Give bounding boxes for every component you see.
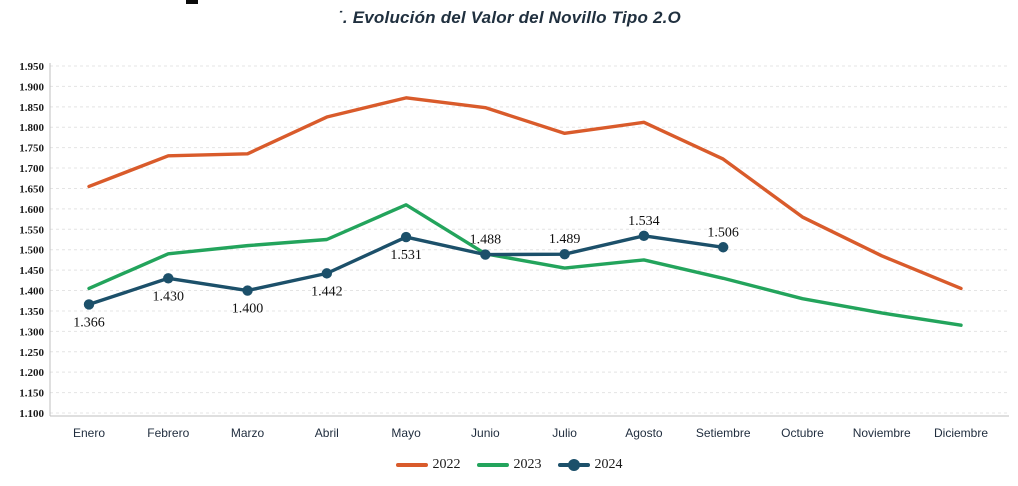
y-tick-label: 1.950 xyxy=(19,61,44,73)
x-tick-label: Agosto xyxy=(625,426,663,440)
chart-title: ˙. Evolución del Valor del Novillo Tipo … xyxy=(337,8,681,27)
y-tick-label: 1.400 xyxy=(19,286,44,298)
legend-marker-dot xyxy=(567,459,580,471)
data-label: 1.488 xyxy=(470,233,502,248)
y-tick-label: 1.550 xyxy=(19,224,44,236)
y-tick-label: 1.750 xyxy=(19,143,44,155)
y-tick-label: 1.850 xyxy=(19,102,44,114)
x-tick-label: Noviembre xyxy=(853,426,911,440)
legend-line-swatch xyxy=(557,459,590,471)
y-tick-label: 1.450 xyxy=(19,265,44,277)
x-tick-label: Abril xyxy=(315,426,339,440)
legend-line-swatch xyxy=(476,463,509,467)
series-marker-2024 xyxy=(163,273,174,284)
data-label: 1.400 xyxy=(232,302,264,317)
series-marker-2024 xyxy=(638,230,650,242)
y-tick-label: 1.600 xyxy=(19,204,44,216)
data-label: 1.534 xyxy=(628,214,660,229)
y-tick-label: 1.650 xyxy=(19,183,44,195)
series-marker-2024 xyxy=(242,285,253,296)
data-label: 1.506 xyxy=(707,225,739,240)
series-marker-2024 xyxy=(400,231,412,243)
cropped-text-fragment xyxy=(186,0,198,4)
x-tick-label: Febrero xyxy=(147,426,189,440)
y-tick-label: 1.200 xyxy=(19,367,44,379)
y-tick-label: 1.500 xyxy=(19,245,44,257)
y-tick-label: 1.700 xyxy=(19,163,44,175)
x-tick-label: Marzo xyxy=(231,426,265,440)
data-label: 1.430 xyxy=(153,289,185,304)
x-tick-label: Octubre xyxy=(781,426,824,440)
legend-label: 2022 xyxy=(432,457,461,472)
x-tick-label: Diciembre xyxy=(934,426,988,440)
chart-legend: 2022 2023 2024 xyxy=(0,457,1018,473)
x-tick-label: Setiembre xyxy=(696,426,751,440)
series-marker-2024 xyxy=(83,299,95,310)
legend-item-2024: 2024 xyxy=(557,457,623,473)
series-line-2023 xyxy=(87,203,963,327)
data-label: 1.531 xyxy=(390,248,422,263)
legend-line-swatch xyxy=(395,463,428,467)
series-marker-2024 xyxy=(559,248,570,260)
data-label: 1.489 xyxy=(549,232,581,247)
data-label: 1.442 xyxy=(311,284,343,299)
series-marker-2024 xyxy=(480,249,491,260)
x-tick-label: Mayo xyxy=(391,426,421,440)
x-tick-label: Junio xyxy=(471,426,500,440)
y-tick-label: 1.300 xyxy=(19,326,44,338)
y-tick-label: 1.900 xyxy=(19,81,44,93)
legend-label: 2023 xyxy=(513,457,542,472)
legend-label: 2024 xyxy=(594,457,623,472)
legend-item-2023: 2023 xyxy=(476,457,542,473)
y-tick-label: 1.100 xyxy=(19,408,44,420)
y-tick-label: 1.250 xyxy=(19,347,44,359)
y-tick-label: 1.150 xyxy=(19,388,44,400)
series-marker-2024 xyxy=(717,242,729,253)
series-line-2022 xyxy=(87,96,963,291)
legend-item-2022: 2022 xyxy=(395,457,461,473)
x-tick-label: Enero xyxy=(73,426,105,440)
y-tick-label: 1.800 xyxy=(19,122,44,134)
y-tick-label: 1.350 xyxy=(19,306,44,318)
x-tick-label: Julio xyxy=(552,426,577,440)
data-label: 1.366 xyxy=(73,315,105,330)
series-marker-2024 xyxy=(321,268,333,279)
